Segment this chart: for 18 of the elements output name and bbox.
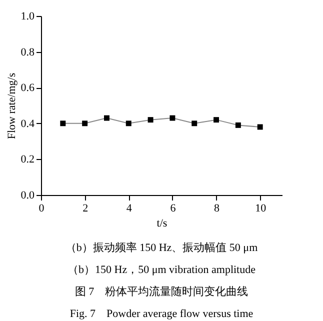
x-tick-label: 8: [214, 202, 220, 214]
x-tick-label: 10: [255, 202, 267, 214]
caption: Fig. 7 Powder average flow versus time: [70, 308, 254, 320]
y-tick-label: 0.6: [20, 82, 35, 94]
y-tick-label: 0.4: [20, 118, 35, 130]
x-tick-label: 6: [170, 202, 176, 214]
caption: 图 7 粉体平均流量随时间变化曲线: [74, 285, 248, 298]
text: （b）振动频率 150 Hz、振动幅值 50 μm: [65, 241, 258, 254]
y-tick-label: 1.0: [20, 10, 35, 22]
x-tick-label: 2: [82, 202, 88, 214]
x-tick-label: 4: [126, 202, 132, 214]
x-tick-label: 0: [38, 202, 45, 214]
y-tick-label: 0.0: [20, 190, 35, 202]
y-tick-label: 0.8: [20, 46, 35, 58]
y-axis-title: Flow rate/mg/s: [6, 72, 18, 140]
text: （b）150 Hz，50 μm vibration amplitude: [68, 264, 256, 276]
x-axis-title: t/s: [156, 218, 168, 230]
y-tick-label: 0.2: [20, 154, 34, 166]
